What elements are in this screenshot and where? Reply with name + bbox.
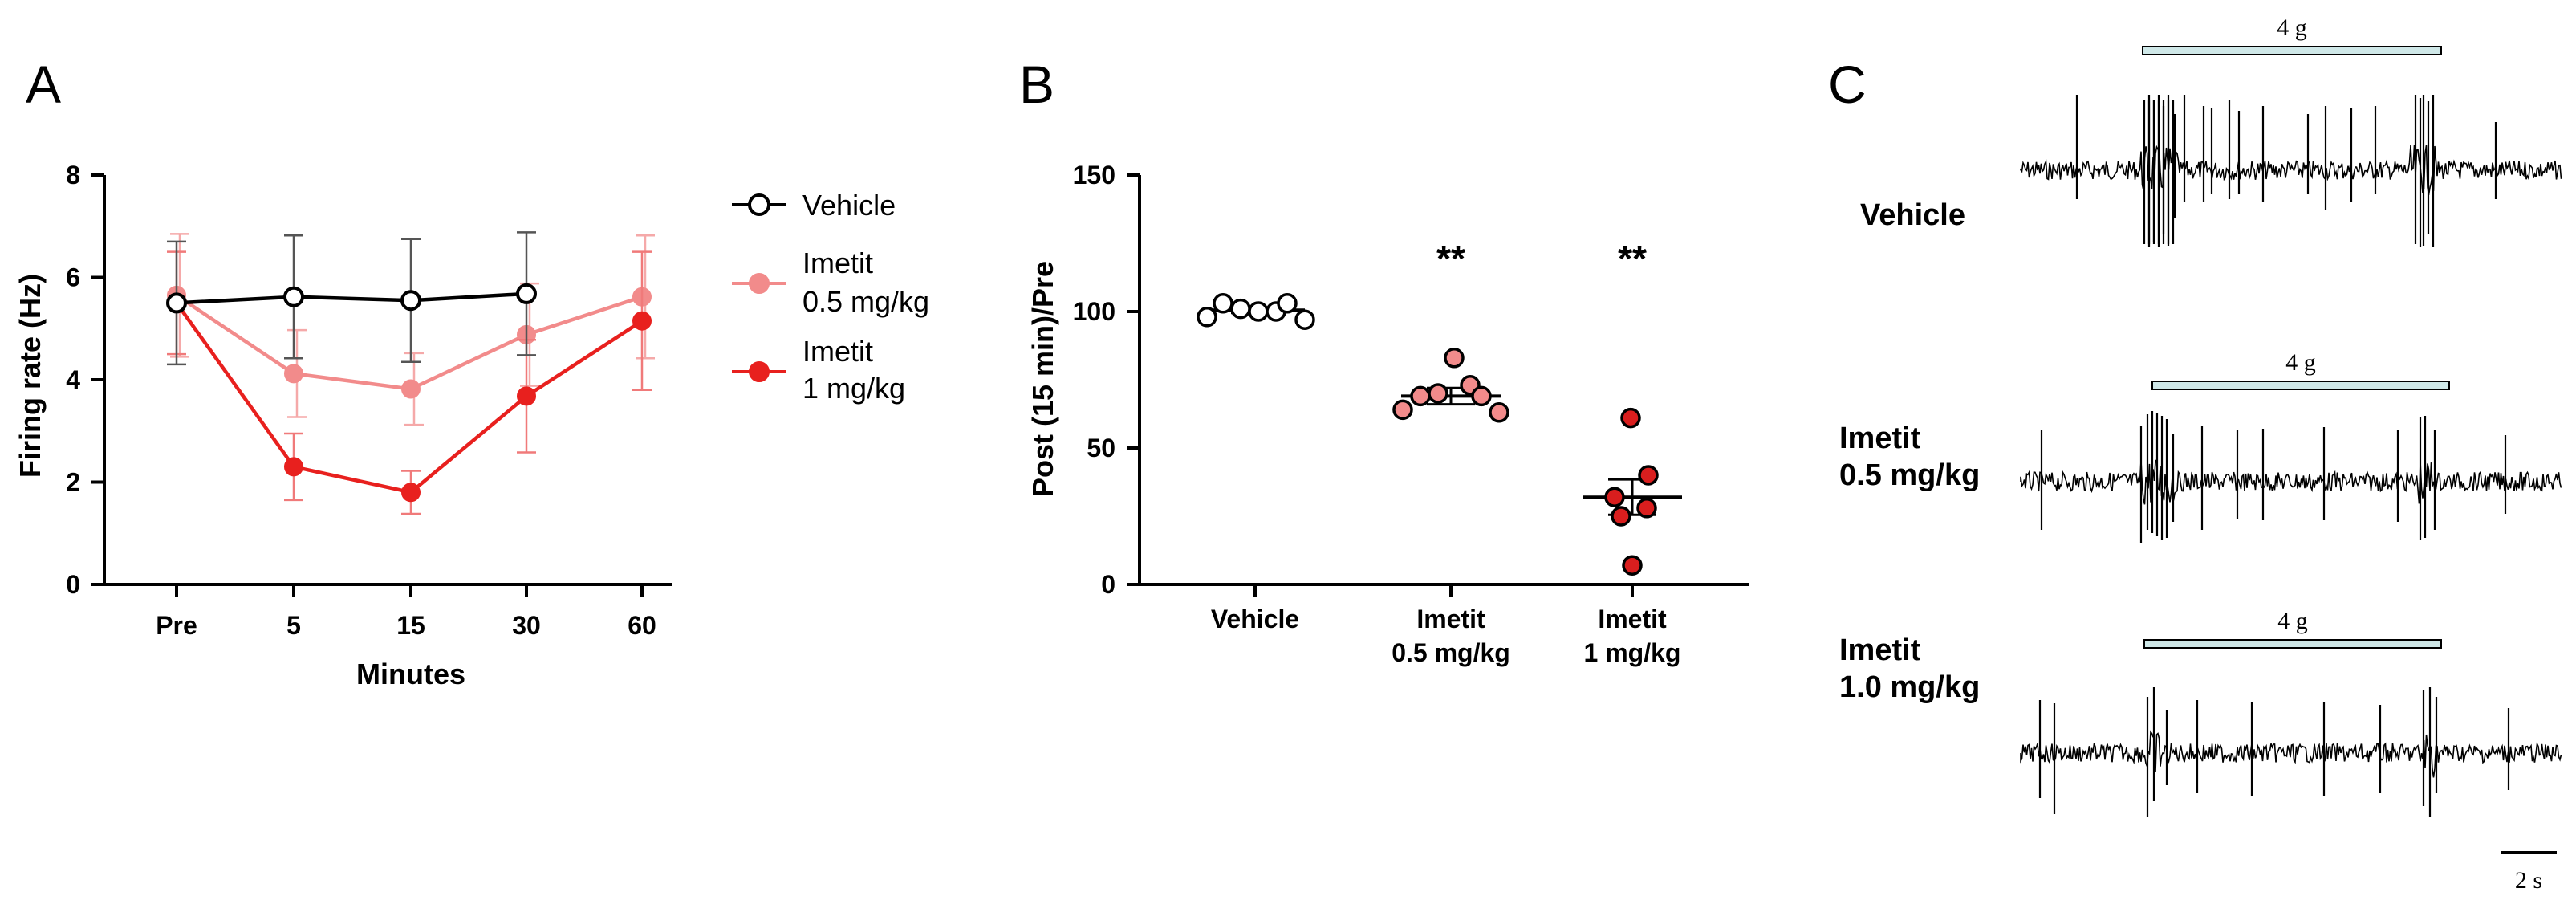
a-y-tick-label: 6 [66,263,80,292]
a-data-point [632,311,652,331]
a-series-line [176,291,527,305]
stimulus-label-imetit-05: 4 g [2285,349,2316,376]
a-data-point [401,483,421,503]
stimulus-bar-vehicle: 4 g [2142,14,2442,55]
trace-label-imetit-05-2: 0.5 mg/kg [1839,458,1980,492]
b-data-point [1410,385,1431,407]
b-data-point [1620,407,1641,429]
stimulus-bar-imetit-05: 4 g [2151,349,2450,390]
legend-imetit-05-label-2: 0.5 mg/kg [802,285,929,318]
line-chart-firing-rate: 0 2 4 6 8 Pre 5 15 30 60 Firing rate (Hz) Minute… [14,161,929,690]
b-group-1: Imetit 0.5 mg/kg ** [1392,238,1510,667]
b-significance-label: ** [1618,238,1647,279]
b-data-point [1611,506,1631,527]
trace-imetit-10 [2020,687,2562,817]
legend-vehicle-label: Vehicle [802,189,896,222]
a-data-point [166,292,187,314]
legend-imetit-05: Imetit 0.5 mg/kg [732,246,929,318]
b-x-tick-label: Vehicle [1211,605,1299,633]
legend-vehicle-marker [748,193,770,216]
trace-label-vehicle: Vehicle [1860,198,1965,232]
b-y-axis-title: Post (15 min)/Pre [1026,261,1059,497]
b-data-point [1197,307,1217,328]
b-data-point [1230,298,1251,320]
b-y-tick-label: 0 [1101,570,1115,599]
a-x-tick-label: Pre [156,611,197,640]
trace-label-imetit-05-1: Imetit [1839,421,1921,455]
b-data-point [1622,555,1643,576]
b-data-point [1636,498,1657,519]
trace-noise [2020,145,2562,196]
time-scale-label: 2 s [2515,867,2542,894]
b-data-point [1277,293,1298,314]
electrophysiology-traces: Vehicle Imetit 0.5 mg/kg Imetit 1.0 mg/k… [1839,14,2562,894]
legend-imetit-05-label-1: Imetit [802,246,873,279]
stimulus-bar-imetit-05-rect [2151,381,2450,390]
a-data-point [516,283,537,304]
a-y-tick-label: 2 [66,468,80,497]
a-x-axis-title: Minutes [356,658,465,690]
b-x-tick-label-2: 0.5 mg/kg [1392,638,1510,667]
a-y-axis-title: Firing rate (Hz) [14,274,47,478]
stimulus-bar-imetit-10-rect [2143,639,2442,649]
b-data-point [1392,399,1413,421]
a-y-tick-label: 0 [66,570,80,599]
panel-label-c: C [1828,55,1867,114]
trace-imetit-05 [2020,411,2562,543]
a-series-0 [166,231,537,366]
b-y-tick-label: 100 [1073,297,1115,326]
trace-label-imetit-10-1: Imetit [1839,633,1921,667]
b-data-point [1428,383,1448,404]
b-group-0: Vehicle [1197,293,1315,633]
b-data-point [1604,487,1625,507]
a-x-tick-label: 30 [512,611,541,640]
a-legend: Vehicle Imetit 0.5 mg/kg Imetit 1 mg/kg [732,189,929,405]
legend-vehicle: Vehicle [732,189,896,222]
a-x-tick-label: 60 [628,611,656,640]
a-y-tick-label: 4 [66,365,80,394]
b-group-2: Imetit 1 mg/kg ** [1583,238,1682,667]
trace-vehicle [2020,95,2562,247]
b-x-tick-label: Imetit [1416,605,1485,633]
stimulus-label-imetit-10: 4 g [2277,608,2308,634]
b-y-tick-label: 150 [1073,161,1115,189]
a-x-tick-label: 15 [396,611,425,640]
a-y-tick-label: 8 [66,161,80,189]
legend-imetit-1: Imetit 1 mg/kg [732,335,905,405]
a-data-point [284,364,303,384]
stimulus-bar-vehicle-rect [2142,46,2442,55]
a-data-point [284,457,303,477]
legend-imetit-1-marker [749,361,770,382]
trace-label-imetit-10-2: 1.0 mg/kg [1839,670,1980,704]
b-significance-label: ** [1436,238,1465,279]
b-data-point [1489,402,1509,423]
a-data-point [283,286,304,307]
legend-imetit-1-label-1: Imetit [802,335,873,368]
b-data-point [1638,465,1659,486]
trace-noise [2020,730,2562,778]
stimulus-label-vehicle: 4 g [2277,14,2307,41]
b-data-point [1213,293,1233,314]
legend-imetit-05-marker [749,273,770,294]
panel-label-a: A [26,55,61,114]
a-data-point [517,386,536,406]
b-data-point [1471,385,1492,407]
b-data-point [1294,309,1315,330]
panel-label-b: B [1019,55,1054,114]
b-data-point [1248,301,1269,322]
b-x-tick-label-2: 1 mg/kg [1584,638,1681,667]
a-data-point [401,379,421,399]
stimulus-bar-imetit-10: 4 g [2143,608,2442,649]
b-x-tick-label: Imetit [1598,605,1667,633]
legend-imetit-1-label-2: 1 mg/kg [802,372,905,405]
b-data-point [1444,348,1465,369]
trace-noise [2020,458,2562,505]
b-y-tick-label: 50 [1087,434,1115,462]
a-x-tick-label: 5 [286,611,301,640]
a-data-point [400,290,421,312]
